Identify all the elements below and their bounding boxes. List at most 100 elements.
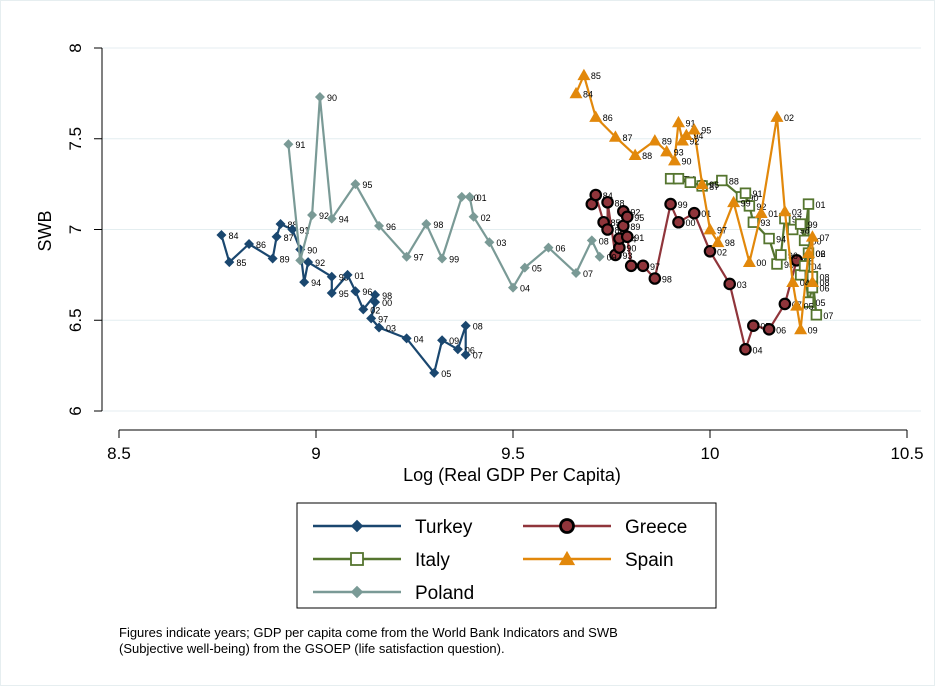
point-poland-12 — [469, 212, 479, 222]
point-greece-11 — [622, 232, 632, 242]
point-label-italy-9: 94 — [776, 235, 786, 245]
point-poland-1 — [295, 255, 305, 265]
point-label-italy-22: 07 — [823, 311, 833, 321]
y-tick-label-0: 6 — [66, 406, 85, 415]
point-italy-9 — [764, 234, 774, 244]
legend-label-greece: Greece — [625, 517, 687, 538]
point-label-turkey-20: 05 — [441, 369, 451, 379]
y-tick-label-1: 6.5 — [66, 308, 85, 332]
point-greece-1 — [591, 190, 601, 200]
point-label-poland-13: 03 — [496, 238, 506, 248]
point-label-italy-20: 05 — [816, 298, 826, 308]
point-poland-18 — [587, 235, 597, 245]
point-greece-14 — [650, 273, 660, 283]
point-label-greece-11: 91 — [634, 233, 644, 243]
point-spain-14 — [711, 236, 724, 247]
legend-label-turkey: Turkey — [415, 517, 473, 538]
point-poland-9 — [437, 254, 447, 264]
point-greece-3 — [602, 224, 612, 234]
x-tick-label-4: 10.5 — [890, 444, 923, 463]
point-greece-16 — [673, 217, 683, 227]
point-spain-13 — [704, 223, 717, 234]
point-label-turkey-19: 04 — [414, 334, 424, 344]
point-label-spain-12: 96 — [709, 180, 719, 190]
point-label-spain-11: 95 — [701, 126, 711, 136]
point-label-spain-19: 03 — [792, 207, 802, 217]
point-turkey-3 — [268, 254, 278, 264]
point-spain-0 — [570, 87, 583, 98]
point-italy-1 — [674, 174, 684, 184]
point-label-turkey-9: 92 — [315, 258, 325, 268]
point-turkey-5 — [276, 219, 286, 229]
point-turkey-23 — [461, 321, 471, 331]
point-italy-8 — [749, 217, 759, 227]
point-greece-4 — [602, 197, 612, 207]
point-poland-2 — [307, 210, 317, 220]
point-label-greece-18: 02 — [717, 247, 727, 257]
legend-label-spain: Spain — [625, 550, 674, 571]
legend: Turkey Greece Italy Spain Poland — [297, 503, 716, 608]
point-greece-17 — [689, 208, 699, 218]
point-italy-6 — [741, 188, 751, 198]
point-label-poland-5: 95 — [362, 180, 372, 190]
point-greece-15 — [665, 199, 675, 209]
point-label-greece-13: 97 — [650, 262, 660, 272]
point-label-spain-2: 86 — [603, 113, 613, 123]
point-poland-0 — [283, 139, 293, 149]
point-greece-23 — [780, 299, 790, 309]
point-label-spain-18: 02 — [784, 113, 794, 123]
point-spain-19 — [778, 205, 791, 216]
point-label-spain-15: 99 — [741, 198, 751, 208]
point-label-poland-11: 01 — [477, 193, 487, 203]
point-label-poland-7: 97 — [414, 253, 424, 263]
point-label-poland-18: 08 — [599, 236, 609, 246]
point-label-poland-2: 92 — [319, 211, 329, 221]
point-greece-19 — [725, 279, 735, 289]
point-label-poland-4: 94 — [339, 215, 349, 225]
point-label-spain-5: 89 — [662, 137, 672, 147]
point-spain-2 — [589, 110, 602, 121]
point-label-spain-22: 09 — [808, 325, 818, 335]
legend-marker-italy — [351, 553, 363, 565]
point-label-turkey-7: 90 — [307, 245, 317, 255]
series-poland: 91929094959697989900010203040506070809 — [283, 92, 616, 294]
point-spain-16 — [743, 256, 756, 267]
point-greece-12 — [626, 261, 636, 271]
point-label-poland-19: 09 — [607, 253, 617, 263]
point-poland-3 — [315, 92, 325, 102]
point-label-greece-15: 99 — [678, 200, 688, 210]
point-turkey-0 — [216, 230, 226, 240]
point-turkey-4 — [272, 232, 282, 242]
point-greece-21 — [748, 320, 758, 330]
point-label-spain-25: 08 — [819, 278, 829, 288]
x-tick-label-1: 9 — [311, 444, 320, 463]
point-label-poland-8: 98 — [433, 220, 443, 230]
point-label-spain-24: 07 — [819, 233, 829, 243]
point-label-turkey-16: 00 — [382, 298, 392, 308]
point-label-turkey-12: 01 — [355, 271, 365, 281]
point-label-turkey-8: 94 — [311, 278, 321, 288]
point-label-greece-8: 89 — [630, 222, 640, 232]
point-label-spain-16: 00 — [756, 258, 766, 268]
point-label-greece-20: 04 — [752, 345, 762, 355]
point-label-poland-6: 96 — [386, 222, 396, 232]
point-label-greece-16: 00 — [685, 218, 695, 228]
point-label-poland-3: 90 — [327, 93, 337, 103]
point-label-spain-4: 88 — [642, 151, 652, 161]
point-poland-14 — [508, 283, 518, 293]
point-label-spain-13: 97 — [717, 226, 727, 236]
point-poland-8 — [421, 219, 431, 229]
point-label-poland-17: 07 — [583, 269, 593, 279]
point-label-turkey-23: 08 — [473, 322, 483, 332]
point-label-italy-10: 95 — [784, 260, 794, 270]
point-label-spain-7: 90 — [682, 157, 692, 167]
point-label-turkey-4: 87 — [284, 233, 294, 243]
point-italy-2 — [686, 178, 696, 188]
x-axis-title: Log (Real GDP Per Capita) — [403, 465, 621, 485]
point-poland-19 — [595, 252, 605, 262]
point-greece-10 — [622, 212, 632, 222]
point-label-poland-15: 05 — [532, 264, 542, 274]
point-label-greece-10: 95 — [634, 213, 644, 223]
